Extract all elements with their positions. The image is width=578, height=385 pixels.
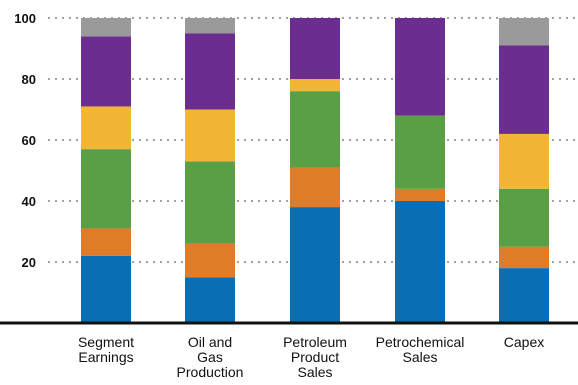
bar-segment [290,91,340,168]
x-category-label-line: Gas [197,349,223,365]
bar-segment [81,18,131,37]
bar-segment [395,18,445,116]
x-category-label: Segment Earnings [78,334,134,365]
bar-segment [290,207,340,323]
bars [81,18,549,323]
bar-segment [81,255,131,323]
bar-segment [185,109,235,162]
x-category-label-line: Product [291,349,339,365]
bar-segment [81,149,131,229]
bar-segment [81,36,131,107]
grid-lines [48,17,578,263]
bar-segment [499,45,549,134]
x-category-label-line: Capex [504,334,544,350]
bar-segment [499,188,549,247]
bar-segment [290,18,340,79]
bar-segment [185,277,235,323]
bar-segment [81,106,131,150]
x-category-label-line: Petrochemical [376,334,465,350]
bar-segment [185,161,235,244]
y-tick-label: 100 [14,11,36,26]
y-tick-label: 40 [22,194,36,209]
bar-segment [395,188,445,201]
bar-segment [290,79,340,92]
x-category-label: Oil and Gas Production [177,334,244,380]
bar-segment [499,133,549,189]
x-category-label: Capex [504,334,544,350]
bar-segment [185,18,235,34]
bar-segment [499,246,549,269]
y-tick-label: 20 [22,255,36,270]
bar-segment [81,228,131,256]
x-category-label-line: Earnings [78,349,133,365]
x-category-label-line: Sales [297,364,332,380]
bar-segment [185,243,235,278]
bar-segment [290,167,340,208]
bar-segment [395,115,445,189]
bar-segment [499,268,549,323]
y-axis-ticks: 20 40 60 80 100 [14,11,36,270]
y-tick-label: 60 [22,133,36,148]
x-category-label: Petroleum Product Sales [283,334,347,380]
x-category-label-line: Sales [402,349,437,365]
y-tick-label: 80 [22,72,36,87]
x-category-label-line: Segment [78,334,134,350]
bar-segment [395,201,445,323]
x-category-label-line: Production [177,364,244,380]
x-axis-labels: Segment Earnings Oil and Gas Production Petro… [78,334,544,380]
x-category-label-line: Petroleum [283,334,347,350]
bar-segment [499,18,549,46]
x-category-label-line: Oil and [188,334,232,350]
x-category-label: Petrochemical Sales [376,334,465,365]
bar-segment [185,33,235,110]
